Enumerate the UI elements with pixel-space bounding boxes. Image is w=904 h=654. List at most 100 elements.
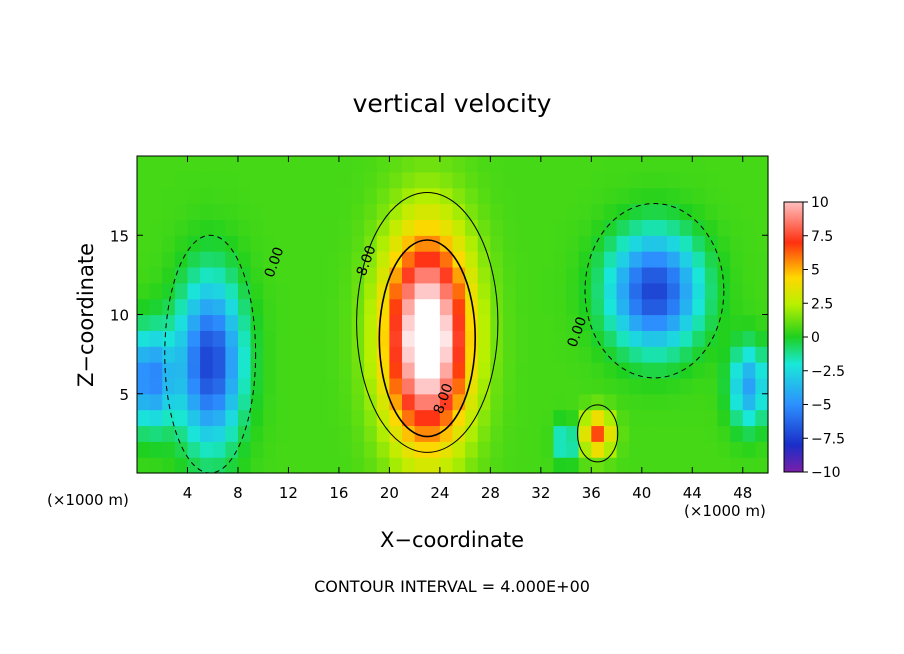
colorbar-tick-label: −7.5 xyxy=(811,431,845,447)
field-cell xyxy=(389,377,403,395)
field-cell xyxy=(402,314,416,331)
field-cell xyxy=(755,298,769,316)
field-cell xyxy=(212,457,226,474)
field-cell xyxy=(364,314,378,331)
field-cell xyxy=(465,409,479,427)
field-cell xyxy=(275,330,290,347)
field-cell xyxy=(591,266,605,284)
field-cell xyxy=(275,171,290,189)
field-cell xyxy=(250,441,264,458)
field-cell xyxy=(250,156,264,173)
field-cell xyxy=(553,282,567,300)
field-cell xyxy=(149,377,163,395)
field-cell xyxy=(452,187,466,205)
field-cell xyxy=(149,457,163,474)
field-cell xyxy=(212,330,226,347)
field-cell xyxy=(162,330,176,347)
field-cell xyxy=(326,377,340,395)
field-cell xyxy=(212,362,226,379)
field-cell xyxy=(452,251,466,268)
field-cell xyxy=(427,156,441,173)
field-cell xyxy=(603,362,618,379)
field-cell xyxy=(187,156,201,173)
field-cell xyxy=(149,393,163,411)
field-cell xyxy=(288,330,302,347)
field-cell xyxy=(465,441,479,458)
field-cell xyxy=(717,314,731,331)
field-cell xyxy=(502,298,517,316)
field-cell xyxy=(616,441,630,458)
field-cell xyxy=(326,346,340,363)
field-cell xyxy=(477,298,491,316)
field-cell xyxy=(149,330,163,347)
field-cell xyxy=(502,266,517,284)
field-cell xyxy=(414,314,428,331)
field-cell xyxy=(313,441,327,458)
field-cell xyxy=(515,362,529,379)
field-cell xyxy=(288,314,302,331)
field-cell xyxy=(263,425,277,442)
x-tick-label: 20 xyxy=(380,484,399,502)
field-cell xyxy=(452,425,466,442)
field-cell xyxy=(174,393,189,411)
field-cell xyxy=(389,441,403,458)
field-cell xyxy=(275,409,290,427)
field-cell xyxy=(427,187,441,205)
field-cell xyxy=(616,409,630,427)
field-cell xyxy=(187,362,201,379)
field-cell xyxy=(490,425,504,442)
field-cell xyxy=(616,377,630,395)
field-cell xyxy=(603,171,618,189)
field-cell xyxy=(137,251,151,268)
field-cell xyxy=(591,441,605,458)
field-cell xyxy=(603,235,618,252)
field-cell xyxy=(137,409,151,427)
field-cell xyxy=(629,203,643,220)
field-cell xyxy=(200,235,214,252)
field-cell xyxy=(704,235,719,252)
field-cell xyxy=(515,219,529,236)
field-cell xyxy=(528,203,542,220)
field-cell xyxy=(629,330,643,347)
field-cell xyxy=(629,219,643,236)
field-cell xyxy=(742,235,756,252)
field-cell xyxy=(402,266,416,284)
field-cell xyxy=(162,251,176,268)
field-cell xyxy=(313,219,327,236)
field-cell xyxy=(603,409,618,427)
field-cell xyxy=(439,203,454,220)
field-cell xyxy=(364,425,378,442)
field-cell xyxy=(402,393,416,411)
field-cell xyxy=(566,266,580,284)
field-cell xyxy=(439,393,454,411)
field-cell xyxy=(679,346,693,363)
field-cell xyxy=(755,187,769,205)
field-cell xyxy=(250,187,264,205)
field-cell xyxy=(301,219,315,236)
field-cell xyxy=(301,266,315,284)
field-cell xyxy=(755,457,769,474)
field-cell xyxy=(566,156,580,173)
field-cell xyxy=(313,362,327,379)
field-cell xyxy=(174,425,189,442)
field-cell xyxy=(679,393,693,411)
field-cell xyxy=(364,377,378,395)
field-cell xyxy=(389,203,403,220)
field-cell xyxy=(263,362,277,379)
field-cell xyxy=(263,219,277,236)
field-cell xyxy=(427,314,441,331)
colorbar-ticks: 10 7.5 5 2.5 0 −2.5 −5 −7.5 −10 xyxy=(803,195,845,481)
field-cell xyxy=(692,330,706,347)
field-cell xyxy=(553,393,567,411)
field-cell xyxy=(742,457,756,474)
field-cell xyxy=(692,457,706,474)
field-cell xyxy=(515,187,529,205)
field-cell xyxy=(452,156,466,173)
field-cell xyxy=(225,409,239,427)
field-cell xyxy=(566,251,580,268)
field-cell xyxy=(540,251,555,268)
field-cell xyxy=(730,314,744,331)
field-cell xyxy=(389,266,403,284)
field-cell xyxy=(288,251,302,268)
field-cell xyxy=(351,441,365,458)
